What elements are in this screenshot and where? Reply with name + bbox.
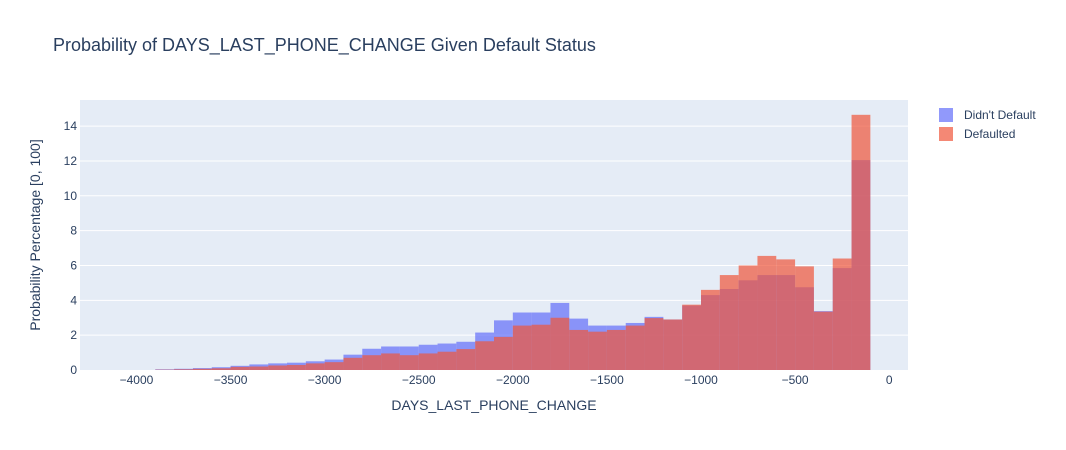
bar[interactable] — [381, 353, 400, 370]
bar[interactable] — [795, 266, 814, 370]
x-tick-label: −4000 — [120, 373, 154, 387]
bar[interactable] — [701, 289, 720, 370]
y-axis-title: Probability Percentage [0, 100] — [27, 139, 43, 330]
bar[interactable] — [192, 368, 212, 370]
bar[interactable] — [682, 304, 701, 370]
legend: Didn't Default Defaulted — [939, 108, 1036, 141]
bar[interactable] — [832, 258, 852, 370]
x-tick-label: 0 — [886, 373, 893, 387]
bar[interactable] — [531, 324, 551, 370]
bar[interactable] — [757, 255, 777, 370]
bar[interactable] — [324, 362, 344, 370]
bar[interactable] — [606, 329, 626, 370]
y-tick-label: 0 — [70, 363, 77, 377]
y-tick-label: 2 — [70, 328, 77, 342]
x-tick-labels: −4000 −3500 −3000 −2500 −2000 −1500 −1000 −500 0 — [120, 373, 893, 387]
legend-item-defaulted[interactable]: Defaulted — [939, 127, 1015, 141]
bar[interactable] — [588, 331, 607, 370]
bar[interactable] — [569, 329, 589, 370]
x-tick-label: −1000 — [684, 373, 718, 387]
x-tick-label: −2000 — [496, 373, 530, 387]
y-tick-label: 12 — [64, 154, 78, 168]
legend-label-defaulted: Defaulted — [964, 127, 1015, 141]
bar[interactable] — [305, 363, 325, 370]
bar[interactable] — [550, 317, 570, 370]
y-tick-label: 8 — [70, 224, 77, 238]
y-tick-label: 6 — [70, 258, 77, 272]
x-tick-label: −2500 — [402, 373, 436, 387]
bar[interactable] — [512, 325, 532, 370]
legend-label-didnt-default: Didn't Default — [964, 108, 1036, 122]
y-tick-label: 10 — [64, 189, 78, 203]
bar[interactable] — [494, 336, 513, 370]
x-axis-title: DAYS_LAST_PHONE_CHANGE — [391, 397, 596, 413]
bars-defaulted — [155, 114, 871, 370]
legend-item-didnt-default[interactable]: Didn't Default — [939, 108, 1036, 122]
bar[interactable] — [399, 355, 419, 370]
bar[interactable] — [287, 364, 306, 370]
bar[interactable] — [719, 275, 739, 370]
legend-swatch-defaulted — [939, 127, 953, 141]
bar[interactable] — [475, 341, 494, 370]
y-tick-label: 14 — [64, 119, 78, 133]
bar[interactable] — [211, 368, 231, 370]
x-tick-label: −1500 — [590, 373, 624, 387]
bar[interactable] — [418, 353, 438, 370]
bar[interactable] — [663, 319, 683, 370]
bar[interactable] — [249, 366, 269, 370]
x-tick-label: −3000 — [308, 373, 342, 387]
y-tick-label: 4 — [70, 293, 77, 307]
chart-title: Probability of DAYS_LAST_PHONE_CHANGE Gi… — [53, 35, 596, 56]
bar[interactable] — [625, 325, 645, 370]
bar[interactable] — [738, 265, 758, 370]
bar[interactable] — [343, 357, 363, 370]
bar[interactable] — [776, 259, 796, 370]
bar[interactable] — [174, 369, 193, 370]
x-tick-label: −3500 — [214, 373, 248, 387]
legend-swatch-didnt-default — [939, 108, 953, 122]
bar[interactable] — [230, 366, 250, 370]
x-tick-label: −500 — [782, 373, 809, 387]
gridlines — [80, 125, 908, 336]
bar[interactable] — [851, 114, 871, 370]
bar[interactable] — [268, 365, 287, 370]
bar[interactable] — [813, 311, 833, 370]
bar[interactable] — [362, 355, 382, 370]
y-tick-labels: 0 2 4 6 8 10 12 14 — [64, 119, 78, 377]
bar[interactable] — [644, 318, 664, 370]
bar[interactable] — [437, 351, 457, 370]
bar[interactable] — [456, 349, 476, 370]
